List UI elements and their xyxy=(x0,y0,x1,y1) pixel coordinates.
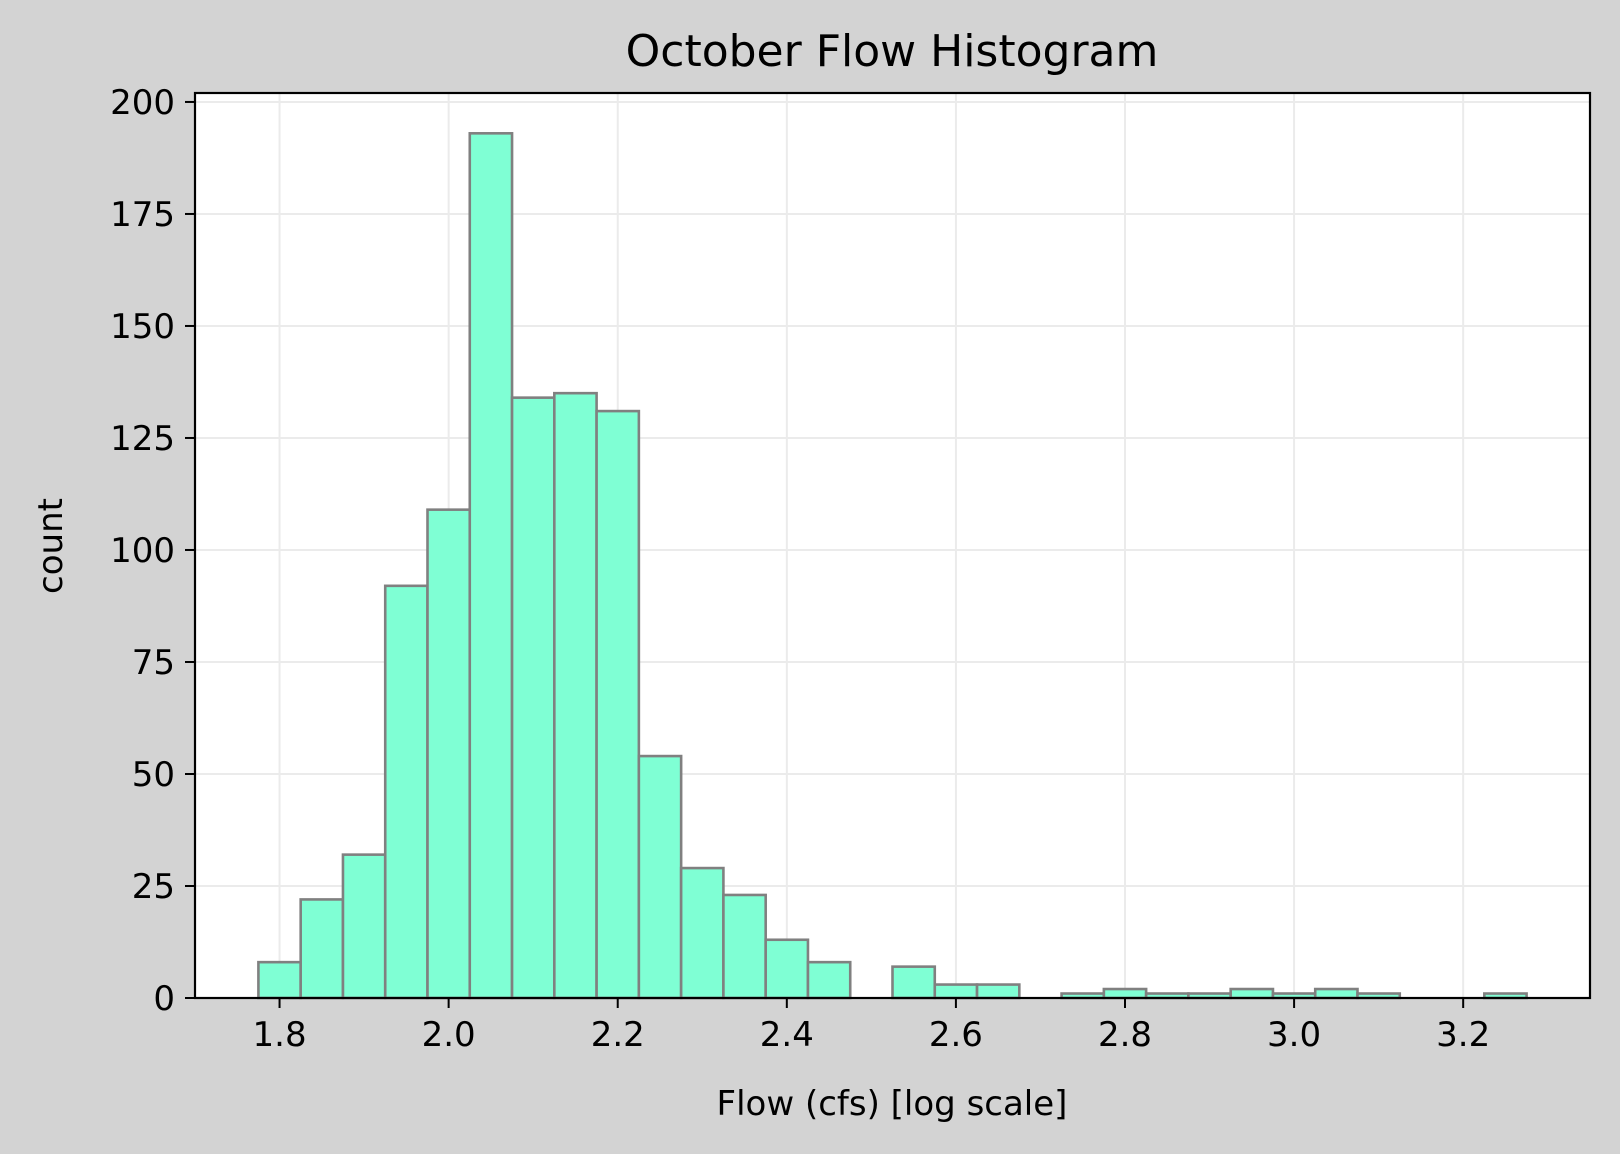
x-tick-label: 3.0 xyxy=(1267,1015,1321,1055)
x-axis-ticks: 1.8 2.0 2.2 2.4 2.6 2.8 3.0 3.2 xyxy=(253,998,1490,1055)
histogram-bar xyxy=(1102,987,1148,1000)
y-axis-label: count xyxy=(31,498,71,594)
histogram-bar xyxy=(1313,987,1359,1000)
x-tick-label: 3.2 xyxy=(1436,1015,1490,1055)
x-tick-label: 1.8 xyxy=(253,1015,307,1055)
chart-title: October Flow Histogram xyxy=(626,26,1159,77)
histogram-bars xyxy=(257,132,1528,1000)
y-tick-label: 25 xyxy=(132,867,175,907)
histogram-bar xyxy=(764,938,810,1000)
x-tick-label: 2.8 xyxy=(1098,1015,1152,1055)
y-tick-label: 125 xyxy=(110,419,175,459)
histogram-bar xyxy=(257,960,302,1000)
histogram-bar xyxy=(510,396,556,1000)
histogram-bar xyxy=(299,898,345,1000)
plot-frame xyxy=(193,91,1592,1000)
histogram-bar xyxy=(637,754,683,1000)
y-tick-label: 50 xyxy=(132,755,175,795)
x-tick-label: 2.4 xyxy=(760,1015,814,1055)
y-tick-label: 75 xyxy=(132,643,175,683)
histogram-bar xyxy=(595,409,641,1000)
histogram-bar xyxy=(933,983,979,1000)
histogram-bar xyxy=(679,866,725,1000)
histogram-bar xyxy=(468,132,514,1000)
x-axis-label: Flow (cfs) [log scale] xyxy=(717,1084,1068,1124)
y-tick-label: 150 xyxy=(110,307,175,347)
histogram-bar xyxy=(1229,987,1275,1000)
y-axis-ticks: 0 25 50 75 100 125 150 175 200 xyxy=(110,83,195,1019)
histogram-bar xyxy=(553,391,598,1000)
x-tick-label: 2.2 xyxy=(591,1015,645,1055)
y-tick-label: 100 xyxy=(110,531,175,571)
histogram-bar xyxy=(722,893,767,1000)
x-tick-label: 2.0 xyxy=(422,1015,476,1055)
histogram-bar xyxy=(383,584,429,1000)
y-tick-label: 175 xyxy=(110,195,175,235)
histogram-bar xyxy=(891,965,937,1000)
histogram-bar xyxy=(975,983,1021,1000)
histogram-bar xyxy=(341,853,387,1000)
y-tick-label: 200 xyxy=(110,83,175,123)
x-tick-label: 2.6 xyxy=(929,1015,983,1055)
histogram-bar xyxy=(426,508,472,1000)
y-tick-label: 0 xyxy=(153,979,175,1019)
histogram-bar xyxy=(806,960,852,1000)
